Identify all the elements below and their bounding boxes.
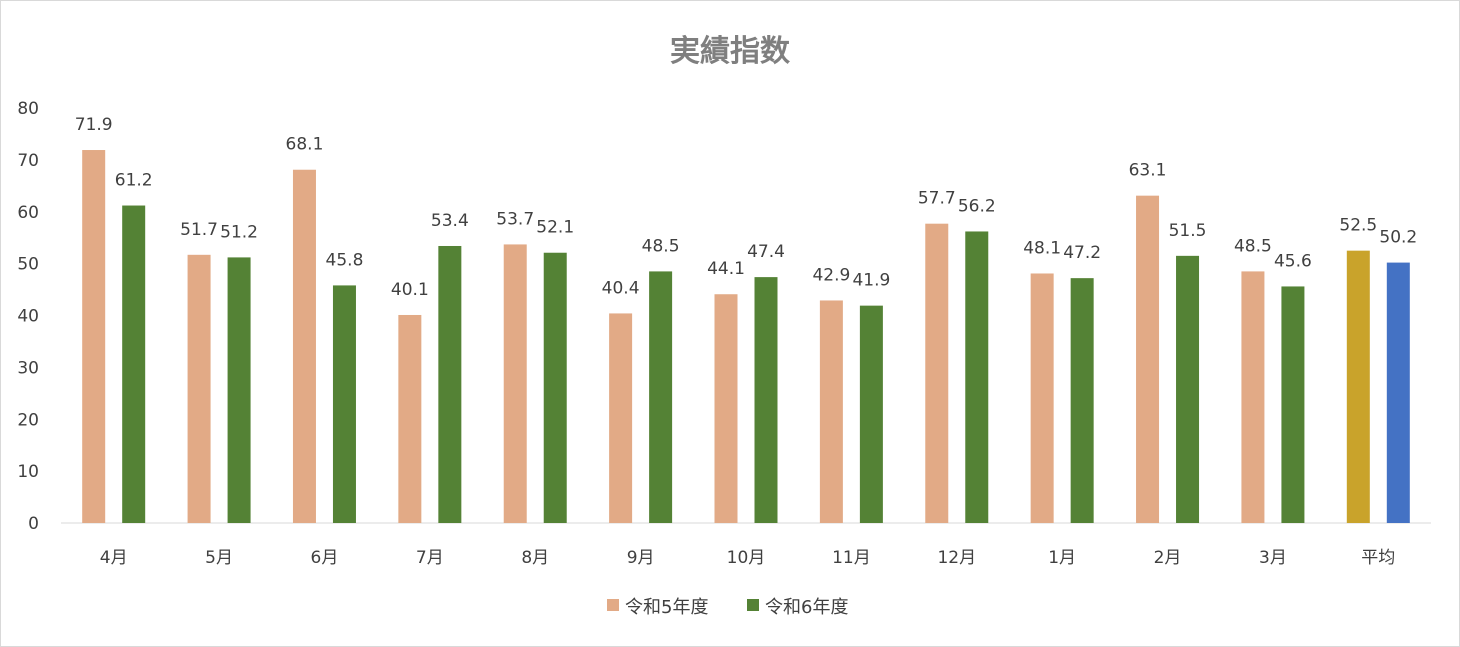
data-label: 44.1 [707,259,745,279]
bar-r5 [1241,271,1265,523]
data-label: 53.4 [431,211,469,231]
x-tick-label: 9月 [627,548,655,568]
bar-r6 [227,257,251,523]
x-tick-label: 10月 [727,548,766,568]
bar-r6 [122,205,146,523]
bar-r6 [754,277,778,523]
bar-r6 [332,285,356,523]
y-axis: 0 10 20 30 40 50 60 70 80 [17,99,39,534]
data-label: 61.2 [115,171,153,191]
y-tick-label: 70 [17,151,39,171]
data-label: 42.9 [812,265,850,285]
y-tick-label: 20 [17,410,39,430]
data-label: 47.4 [747,242,785,262]
x-tick-label: 6月 [311,548,339,568]
bar-r6 [1386,262,1410,523]
bar-r5 [292,169,316,523]
data-label: 50.2 [1379,228,1417,248]
data-label: 41.9 [852,271,890,291]
x-tick-label: 平均 [1361,548,1395,568]
x-tick-label: 7月 [416,548,444,568]
bar-r6 [1070,278,1094,523]
legend-label: 令和6年度 [765,597,848,618]
bar-r6 [965,231,989,523]
x-tick-label: 11月 [832,548,871,568]
x-tick-label: 4月 [100,548,128,568]
chart-title: 実績指数 [670,34,791,69]
bar-r5 [925,223,949,523]
data-label: 57.7 [918,189,956,209]
x-tick-label: 8月 [521,548,549,568]
data-label: 63.1 [1129,161,1167,181]
bar-r6 [438,245,462,524]
y-tick-label: 50 [17,255,39,275]
x-tick-label: 2月 [1154,548,1182,568]
data-label: 51.2 [220,222,258,242]
y-tick-label: 80 [17,99,39,119]
bar-r5 [503,244,527,523]
bar-r6 [543,252,567,523]
bar-r6 [1176,255,1200,523]
data-label: 45.8 [326,250,364,270]
bar-r5 [1136,195,1160,523]
data-label: 71.9 [75,115,113,135]
data-label: 40.4 [602,278,640,298]
bar-r5 [609,313,633,523]
data-label: 45.6 [1274,251,1312,271]
bar-r5 [714,294,738,523]
data-label: 51.7 [180,220,218,240]
bars-group [82,150,1410,524]
legend-swatch [747,599,759,611]
bar-r5 [1346,250,1370,523]
x-tick-label: 1月 [1048,548,1076,568]
x-tick-label: 3月 [1259,548,1287,568]
bar-r6 [1281,286,1305,523]
bar-r5 [187,254,211,523]
bar-r6 [649,271,673,523]
bar-r5 [1030,273,1054,523]
data-labels-group: 71.9 61.2 51.7 51.2 68.1 45.8 40.1 53.4 53.7 52.1… [75,115,1417,300]
x-tick-label: 12月 [937,548,976,568]
y-tick-label: 10 [17,462,39,482]
legend-label: 令和5年度 [625,597,708,618]
data-label: 47.2 [1063,243,1101,263]
bar-r5 [819,300,843,523]
y-tick-label: 30 [17,358,39,378]
x-axis: 4月 5月 6月 7月 8月 9月 10月 11月 12月 1月 2月 3月 平均 [100,548,1396,568]
data-label: 52.5 [1339,216,1377,236]
data-label: 68.1 [286,135,324,155]
data-label: 51.5 [1169,221,1207,241]
bar-r5 [82,150,106,524]
data-label: 48.5 [1234,236,1272,256]
bar-r6 [859,305,883,523]
y-tick-label: 0 [28,514,39,534]
data-label: 48.1 [1023,238,1061,258]
data-label: 53.7 [496,209,534,229]
legend-swatch [607,599,619,611]
data-label: 56.2 [958,196,996,216]
data-label: 52.1 [536,218,574,238]
bar-r5 [398,314,422,523]
legend: 令和5年度 令和6年度 [607,597,848,618]
data-label: 48.5 [642,236,680,256]
y-tick-label: 60 [17,203,39,223]
data-label: 40.1 [391,280,429,300]
x-tick-label: 5月 [205,548,233,568]
y-tick-label: 40 [17,307,39,327]
